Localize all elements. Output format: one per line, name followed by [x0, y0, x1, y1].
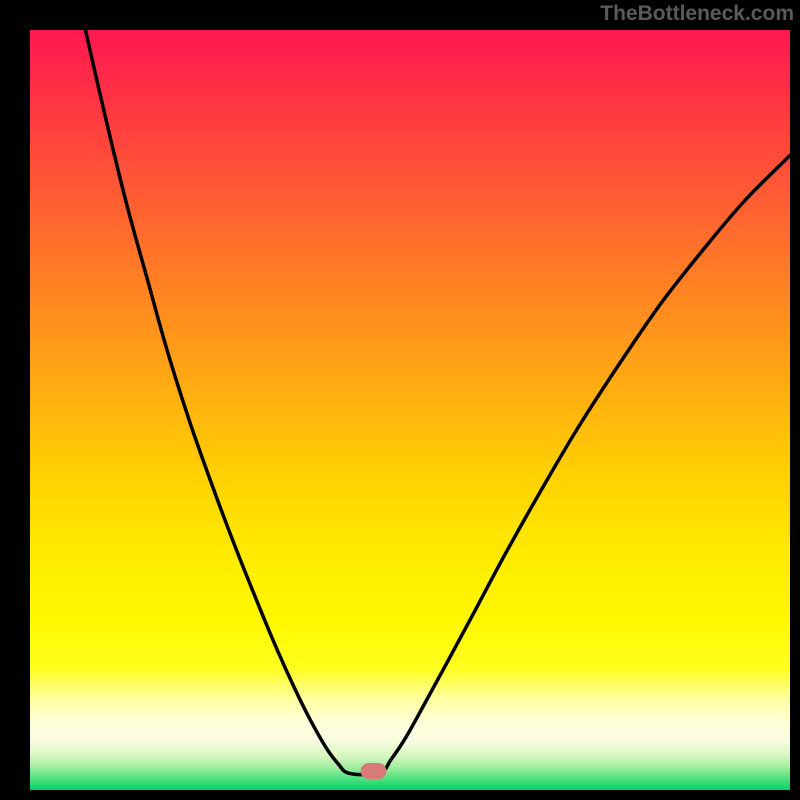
plot-svg [30, 30, 790, 790]
watermark-text: TheBottleneck.com [600, 2, 794, 26]
gradient-background [30, 30, 790, 790]
chart-container: TheBottleneck.com [0, 0, 800, 800]
optimal-point-marker [361, 763, 387, 779]
plot-area [30, 30, 790, 790]
